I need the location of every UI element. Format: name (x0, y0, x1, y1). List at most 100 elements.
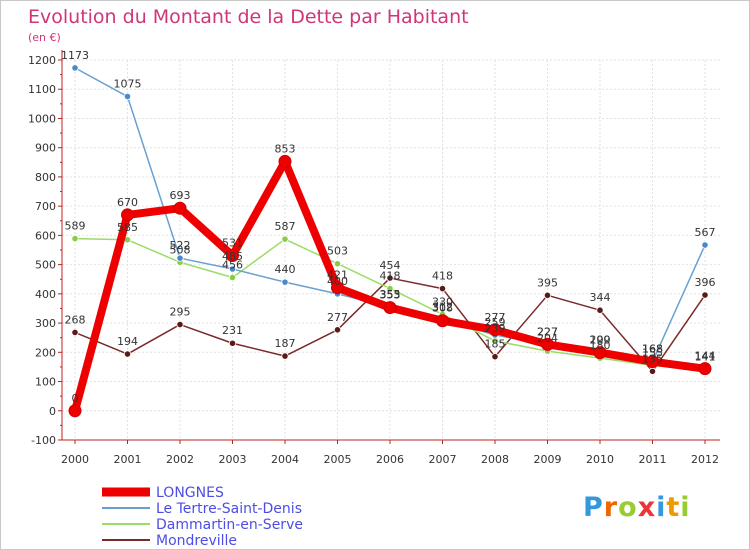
data-label-mondreville: 185 (485, 338, 506, 351)
data-label-longnes: 227 (537, 325, 558, 338)
legend-label-dammartin-en-serve: Dammartin-en-Serve (156, 517, 303, 533)
logo-letter: r (604, 492, 618, 523)
data-point-longnes (698, 362, 712, 376)
data-label-longnes: 0 (72, 392, 79, 405)
data-label-le-tertre-saint-denis: 567 (695, 226, 716, 239)
data-label-le-tertre-saint-denis: 168 (642, 343, 663, 356)
data-label-mondreville: 396 (695, 276, 716, 289)
logo-letter: o (618, 492, 638, 523)
data-label-dammartin-en-serve: 503 (327, 245, 348, 258)
y-tick-label: 200 (35, 346, 56, 359)
data-point-longnes (593, 346, 607, 360)
data-label-dammartin-en-serve: 141 (695, 351, 716, 364)
y-tick-label: 400 (35, 288, 56, 301)
data-label-dammartin-en-serve: 204 (537, 332, 558, 345)
data-point-mondreville (543, 291, 552, 299)
data-label-le-tertre-saint-denis: 400 (327, 275, 348, 288)
data-label-mondreville: 135 (642, 352, 663, 365)
data-label-longnes: 670 (117, 196, 138, 209)
data-label-dammartin-en-serve: 508 (170, 243, 191, 256)
data-label-le-tertre-saint-denis: 259 (485, 316, 506, 329)
data-labels: 2681942952311872774544181853953441353965… (61, 49, 716, 405)
data-label-longnes: 853 (275, 142, 296, 155)
x-tick-labels: 2000 2001 2002 2003 2004 2005 2006 2007 2008 2009… (61, 453, 719, 466)
data-point-mondreville (228, 339, 237, 347)
data-label-dammartin-en-serve: 180 (590, 339, 611, 352)
data-label-le-tertre-saint-denis: 522 (170, 239, 191, 252)
data-label-le-tertre-saint-denis: 312 (432, 301, 453, 314)
data-point-mondreville (596, 306, 604, 314)
legend: LONGNES Le Tertre-Saint-Denis Dammartin-… (102, 485, 303, 549)
data-label-dammartin-en-serve: 589 (65, 220, 86, 233)
data-point-longnes (226, 249, 239, 263)
data-point-longnes (278, 154, 292, 168)
data-point-longnes (383, 301, 397, 315)
data-label-le-tertre-saint-denis: 227 (537, 325, 558, 338)
data-label-mondreville: 277 (327, 311, 348, 324)
x-tick-label: 2005 (324, 453, 352, 466)
y-tick-label: 100 (35, 376, 56, 389)
y-tick-label: 700 (35, 200, 56, 213)
data-label-longnes: 199 (590, 334, 611, 347)
data-label-dammartin-en-serve: 239 (485, 322, 506, 335)
data-label-dammartin-en-serve: 418 (380, 270, 401, 283)
axes (58, 50, 720, 444)
data-label-longnes: 277 (485, 311, 506, 324)
data-point-mondreville (386, 274, 394, 282)
data-point-mondreville (491, 353, 499, 361)
logo-letter: P (583, 492, 604, 523)
data-point-dammartin-en-serve (333, 260, 342, 268)
x-tick-label: 2001 (114, 453, 142, 466)
data-label-le-tertre-saint-denis: 440 (275, 263, 296, 276)
data-point-mondreville (438, 284, 447, 293)
data-label-longnes: 693 (170, 189, 191, 202)
data-label-mondreville: 268 (65, 313, 86, 326)
x-tick-label: 2000 (61, 453, 89, 466)
data-label-longnes: 308 (432, 302, 453, 315)
x-tick-label: 2012 (691, 453, 719, 466)
proxiti-logo: Proxiti (583, 492, 691, 523)
data-point-mondreville (701, 291, 709, 299)
x-tick-label: 2011 (639, 453, 667, 466)
data-point-mondreville (176, 320, 184, 329)
data-label-longnes: 144 (695, 350, 716, 363)
x-tick-label: 2008 (481, 453, 509, 466)
data-point-mondreville (333, 326, 342, 334)
data-point-longnes (646, 355, 659, 369)
data-label-longnes: 353 (380, 289, 401, 302)
data-point-mondreville (648, 367, 657, 375)
unit-label: (en €) (28, 31, 61, 44)
data-point-dammartin-en-serve (228, 273, 237, 282)
series-lines (68, 64, 712, 418)
data-point-longnes (436, 314, 449, 328)
data-label-mondreville: 418 (432, 270, 453, 283)
data-point-le-tertre-saint-denis (123, 92, 132, 101)
x-tick-label: 2007 (429, 453, 457, 466)
y-tick-label: 1000 (28, 112, 56, 125)
data-point-mondreville (123, 350, 132, 358)
y-tick-label: 600 (35, 229, 56, 242)
data-point-le-tertre-saint-denis (701, 241, 709, 249)
data-point-longnes (173, 201, 187, 215)
x-tick-label: 2004 (271, 453, 299, 466)
y-tick-label: 900 (35, 142, 56, 155)
x-tick-label: 2010 (586, 453, 614, 466)
legend-label-longnes: LONGNES (156, 485, 224, 501)
data-point-le-tertre-saint-denis (281, 278, 289, 286)
data-label-mondreville: 231 (222, 324, 243, 337)
data-label-mondreville: 194 (117, 335, 138, 348)
data-label-mondreville: 295 (170, 306, 191, 319)
data-point-dammartin-en-serve (386, 284, 394, 293)
data-point-mondreville (71, 328, 79, 337)
data-point-longnes (541, 337, 554, 351)
x-tick-label: 2009 (534, 453, 562, 466)
x-tick-label: 2006 (376, 453, 404, 466)
data-label-longnes: 531 (222, 237, 243, 250)
data-label-dammartin-en-serve: 155 (642, 346, 663, 359)
y-tick-label: 0 (49, 405, 56, 418)
data-point-longnes (68, 404, 82, 418)
data-point-dammartin-en-serve (71, 235, 79, 243)
x-tick-label: 2002 (166, 453, 194, 466)
